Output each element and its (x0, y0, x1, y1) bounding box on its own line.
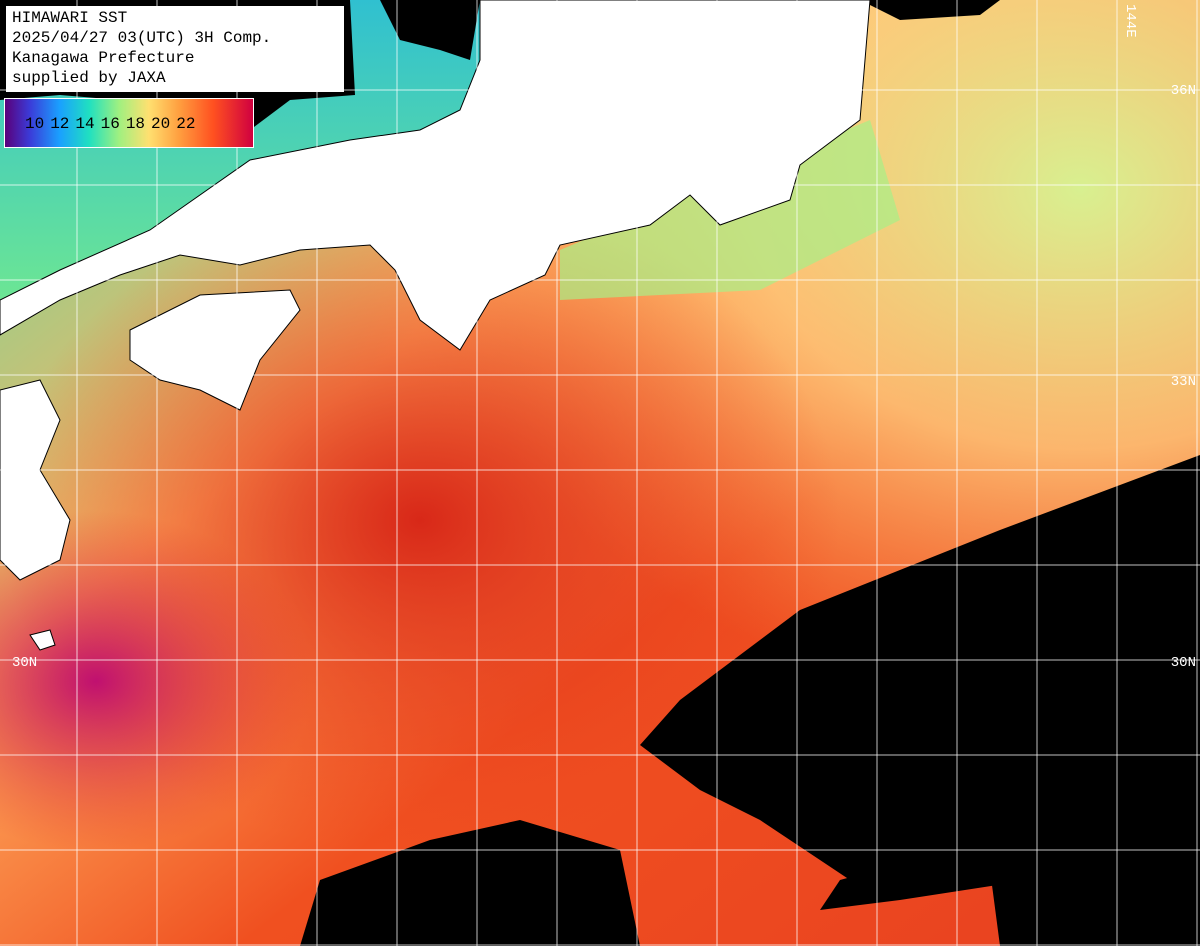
legend-label: 16 (100, 115, 120, 133)
legend-labels: 10 12 14 16 18 20 22 (25, 115, 201, 133)
latitude-label: 33N (1171, 374, 1196, 390)
latitude-label: 30N (12, 655, 37, 671)
legend-label: 10 (25, 115, 45, 133)
legend-label: 12 (50, 115, 70, 133)
longitude-label: 144E (1122, 4, 1138, 38)
latitude-label: 36N (1171, 83, 1196, 99)
header-line: HIMAWARI SST (12, 9, 128, 27)
header-line: 2025/04/27 03(UTC) 3H Comp. (12, 29, 272, 47)
legend-label: 14 (75, 115, 95, 133)
legend-label: 22 (176, 115, 196, 133)
land (0, 0, 871, 651)
color-legend: 10 12 14 16 18 20 22 (4, 98, 254, 148)
longitude-label: 136E (492, 4, 508, 38)
latitude-label: 30N (1171, 655, 1196, 671)
grid-labels: 136E 144E 36N 33N 30N 30N (12, 4, 1196, 671)
header: HIMAWARI SST 2025/04/27 03(UTC) 3H Comp.… (6, 6, 344, 92)
legend-label: 20 (151, 115, 171, 133)
header-line: Kanagawa Prefecture (12, 49, 195, 67)
header-line: supplied by JAXA (12, 69, 166, 87)
legend-label: 18 (125, 115, 146, 133)
